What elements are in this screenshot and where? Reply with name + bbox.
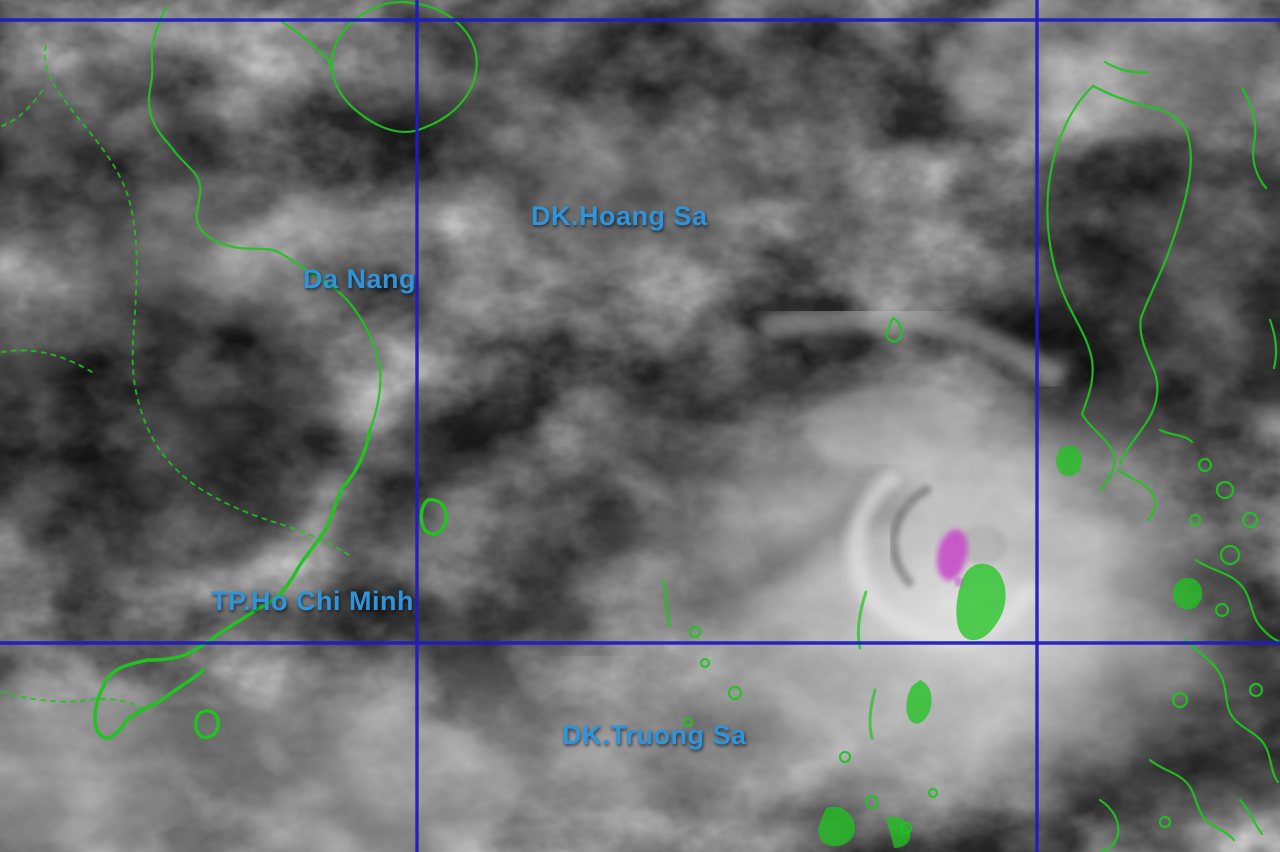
- coastline-vietnam: [147, 6, 382, 432]
- coastline-luzon-north: [1103, 60, 1150, 74]
- island-con-dao: [194, 709, 220, 740]
- coastline-luzon-east: [1091, 84, 1192, 466]
- land-patches-through-cloud: [661, 563, 1006, 848]
- storm-center-marker: [937, 529, 968, 586]
- islands-visayas-mindanao: [1098, 558, 1280, 852]
- coast-gulf-of-thailand: [1, 691, 149, 713]
- coastline-vietnam-south: [93, 428, 372, 740]
- coastline-right-edge-mid: [1268, 318, 1278, 370]
- island-offshore-vietnam: [419, 498, 448, 536]
- place-label-truong-sa: DK.Truong Sa: [562, 720, 747, 750]
- coastline-luzon-west: [1046, 84, 1116, 492]
- coastline-right-edge-upper: [1240, 86, 1268, 190]
- place-label-hoang-sa: DK.Hoang Sa: [531, 201, 708, 231]
- islands-central-philippines: [1056, 428, 1259, 610]
- place-label-ho-chi-minh: TP.Ho Chi Minh: [211, 586, 414, 616]
- border-laos-cambodia: [43, 45, 353, 558]
- border-thailand: [1, 87, 45, 127]
- border-west: [1, 349, 93, 373]
- coastline-red-river-delta: [280, 20, 332, 70]
- island-hainan: [330, 0, 478, 134]
- place-label-da-nang: Da Nang: [303, 264, 417, 294]
